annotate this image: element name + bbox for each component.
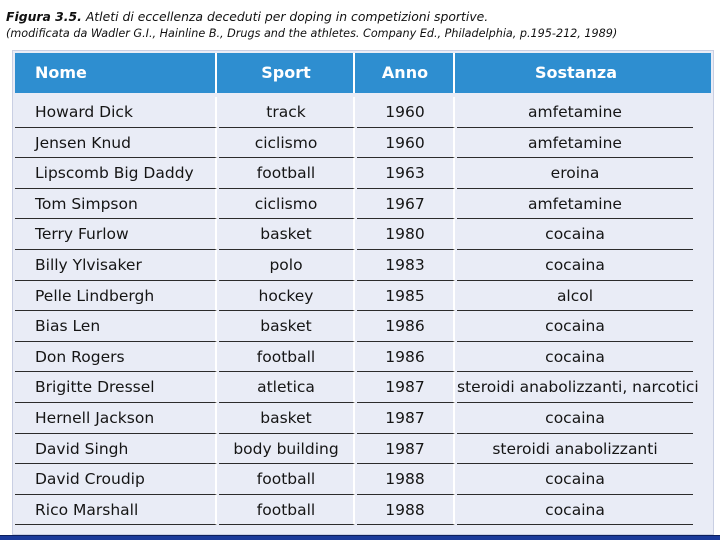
cell-sostanza: cocaina	[457, 403, 693, 434]
cell-sostanza: cocaina	[457, 250, 693, 281]
cell-nome: Billy Ylvisaker	[15, 250, 217, 281]
cell-nome: Hernell Jackson	[15, 403, 217, 434]
table-row: Billy Ylvisaker polo 1983 cocaina	[15, 250, 711, 281]
table-row: Hernell Jackson basket 1987 cocaina	[15, 403, 711, 434]
cell-nome: Lipscomb Big Daddy	[15, 158, 217, 189]
cell-sport: polo	[219, 250, 355, 281]
cell-anno: 1983	[357, 250, 455, 281]
cell-sostanza: cocaina	[457, 464, 693, 495]
figure-title: Atleti di eccellenza deceduti per doping…	[85, 9, 489, 24]
column-header-sport: Sport	[219, 53, 355, 93]
cell-sport: body building	[219, 433, 355, 465]
cell-anno: 1988	[357, 464, 455, 495]
cell-sport: hockey	[219, 280, 355, 312]
cell-sport: football	[219, 158, 355, 189]
cell-nome: Tom Simpson	[15, 188, 217, 220]
cell-sostanza: eroina	[457, 158, 693, 189]
cell-sport: football	[219, 341, 355, 373]
cell-sostanza: cocaina	[457, 495, 693, 526]
figure-label: Figura 3.5.	[6, 9, 82, 24]
table-row: Tom Simpson ciclismo 1967 amfetamine	[15, 188, 711, 220]
cell-anno: 1960	[357, 127, 455, 159]
table-row: Rico Marshall football 1988 cocaina	[15, 494, 711, 526]
cell-anno: 1986	[357, 311, 455, 342]
cell-anno: 1980	[357, 219, 455, 250]
cell-sport: football	[219, 464, 355, 495]
cell-anno: 1988	[357, 494, 455, 526]
cell-nome: Terry Furlow	[15, 219, 217, 250]
cell-nome: Bias Len	[15, 311, 217, 342]
figure-source: (modificata da Wadler G.I., Hainline B.,…	[6, 27, 618, 40]
table-row: Terry Furlow basket 1980 cocaina	[15, 219, 711, 250]
cell-sport: atletica	[219, 372, 355, 403]
cell-anno: 1967	[357, 188, 455, 220]
cell-nome: Brigitte Dressel	[15, 372, 217, 403]
cell-anno: 1986	[357, 341, 455, 373]
table-row: Howard Dick track 1960 amfetamine	[15, 97, 711, 128]
table-panel: Nome Sport Anno Sostanza Howard Dick trac…	[12, 50, 714, 535]
column-header-anno: Anno	[357, 53, 455, 93]
table-row: Don Rogers football 1986 cocaina	[15, 341, 711, 373]
cell-sostanza: amfetamine	[457, 189, 693, 220]
table-row: Lipscomb Big Daddy football 1963 eroina	[15, 158, 711, 189]
column-header-nome: Nome	[15, 53, 217, 93]
cell-anno: 1987	[357, 372, 455, 403]
cell-sostanza: alcol	[457, 281, 693, 312]
table-row: Pelle Lindbergh hockey 1985 alcol	[15, 280, 711, 312]
cell-sport: track	[219, 97, 355, 128]
cell-nome: David Croudip	[15, 464, 217, 495]
cell-nome: Pelle Lindbergh	[15, 280, 217, 312]
table-row: David Croudip football 1988 cocaina	[15, 464, 711, 495]
cell-nome: Jensen Knud	[15, 127, 217, 159]
cell-anno: 1987	[357, 433, 455, 465]
cell-sport: ciclismo	[219, 188, 355, 220]
cell-nome: Rico Marshall	[15, 494, 217, 526]
table-row: Jensen Knud ciclismo 1960 amfetamine	[15, 127, 711, 159]
cell-sostanza: steroidi anabolizzanti, narcotici	[457, 372, 699, 403]
cell-anno: 1987	[357, 403, 455, 434]
cell-sostanza: cocaina	[457, 219, 693, 250]
cell-anno: 1960	[357, 97, 455, 128]
cell-sport: basket	[219, 403, 355, 434]
cell-sport: ciclismo	[219, 127, 355, 159]
table-row: David Singh body building 1987 steroidi ana…	[15, 433, 711, 465]
column-header-sostanza: Sostanza	[535, 63, 617, 82]
cell-anno: 1963	[357, 158, 455, 189]
cell-sostanza: cocaina	[457, 342, 693, 373]
cell-sostanza: amfetamine	[457, 128, 693, 159]
cell-anno: 1985	[357, 280, 455, 312]
table-row: Bias Len basket 1986 cocaina	[15, 311, 711, 342]
cell-sport: basket	[219, 311, 355, 342]
table-header: Nome Sport Anno Sostanza	[15, 53, 711, 93]
cell-sport: basket	[219, 219, 355, 250]
cell-sostanza: amfetamine	[457, 97, 693, 128]
cell-nome: Howard Dick	[15, 97, 217, 128]
table-row: Brigitte Dressel atletica 1987 steroidi ana…	[15, 372, 711, 403]
figure-caption: Figura 3.5. Atleti di eccellenza decedut…	[6, 8, 714, 42]
cell-nome: David Singh	[15, 433, 217, 465]
cell-nome: Don Rogers	[15, 341, 217, 373]
cell-sport: football	[219, 494, 355, 526]
cell-sostanza: cocaina	[457, 311, 693, 342]
cell-sostanza: steroidi anabolizzanti	[457, 434, 693, 465]
